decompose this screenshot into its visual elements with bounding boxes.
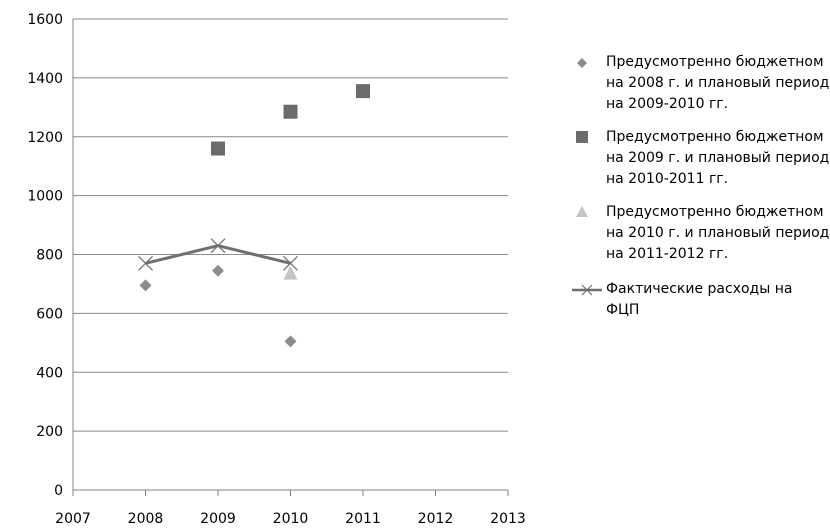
series-triangle [283, 265, 298, 280]
x-tick-label: 2013 [490, 511, 526, 527]
scatter-chart: 0 200 400 600 800 1000 1200 1400 1600 2007 2008 200… [27, 12, 525, 527]
axes [72, 19, 509, 496]
legend-label: Предусмотренно бюджетном на 2008 г. и пл… [606, 54, 830, 112]
x-point-stroke [210, 238, 226, 254]
legend-item-actual-expenses: Фактические расходы на ФЦП [572, 279, 830, 321]
y-tick-label: 400 [36, 365, 63, 381]
y-tick-label: 600 [36, 306, 63, 322]
diamond-point [212, 264, 224, 277]
legend-item-2010-budget: Предусмотренно бюджетном на 2010 г. и пл… [572, 202, 830, 265]
legend-item-2008-budget: Предусмотренно бюджетном на 2008 г. и пл… [572, 52, 830, 115]
x-tick-label: 2008 [128, 511, 164, 527]
diamond-point [139, 279, 152, 292]
y-tick-label: 1200 [27, 130, 63, 146]
series-square [211, 84, 370, 156]
y-tick-label: 0 [54, 483, 63, 499]
x-point [283, 255, 298, 271]
triangle-marker-icon [576, 206, 588, 217]
data-marks [138, 84, 370, 348]
triangle-point [283, 265, 298, 280]
series-diamond [139, 264, 297, 348]
legend-label: Предусмотренно бюджетном на 2010 г. и пл… [606, 204, 830, 262]
series-x-line [138, 238, 298, 271]
x-tick-label: 2007 [55, 511, 91, 527]
x-line-marker-icon [572, 284, 602, 296]
tick-labels: 0 200 400 600 800 1000 1200 1400 1600 2007 2008 200… [27, 12, 525, 527]
square-point [211, 141, 225, 156]
legend-label: Предусмотренно бюджетном на 2009 г. и пл… [606, 129, 830, 187]
diamond-point [284, 335, 297, 348]
square-point [356, 84, 370, 99]
legend-item-2009-budget: Предусмотренно бюджетном на 2009 г. и пл… [572, 127, 830, 190]
y-tick-label: 800 [36, 248, 63, 264]
square-point [283, 104, 298, 119]
legend: Предусмотренно бюджетном на 2008 г. и пл… [572, 52, 830, 333]
y-tick-label: 1600 [27, 12, 63, 28]
x-point [210, 238, 226, 254]
x-tick-label: 2010 [273, 511, 309, 527]
x-point [138, 255, 153, 271]
gridlines [73, 18, 508, 432]
x-tick-label: 2009 [200, 511, 236, 527]
legend-label: Фактические расходы на ФЦП [606, 281, 793, 318]
x-tick-label: 2012 [418, 511, 454, 527]
diamond-marker-icon [577, 58, 587, 68]
x-tick-label: 2011 [345, 511, 381, 527]
y-tick-label: 1400 [27, 71, 63, 87]
x-point-stroke [138, 255, 153, 271]
y-tick-label: 200 [36, 424, 63, 440]
square-marker-icon [576, 131, 588, 143]
x-point-stroke [283, 255, 298, 271]
y-tick-label: 1000 [27, 189, 63, 205]
